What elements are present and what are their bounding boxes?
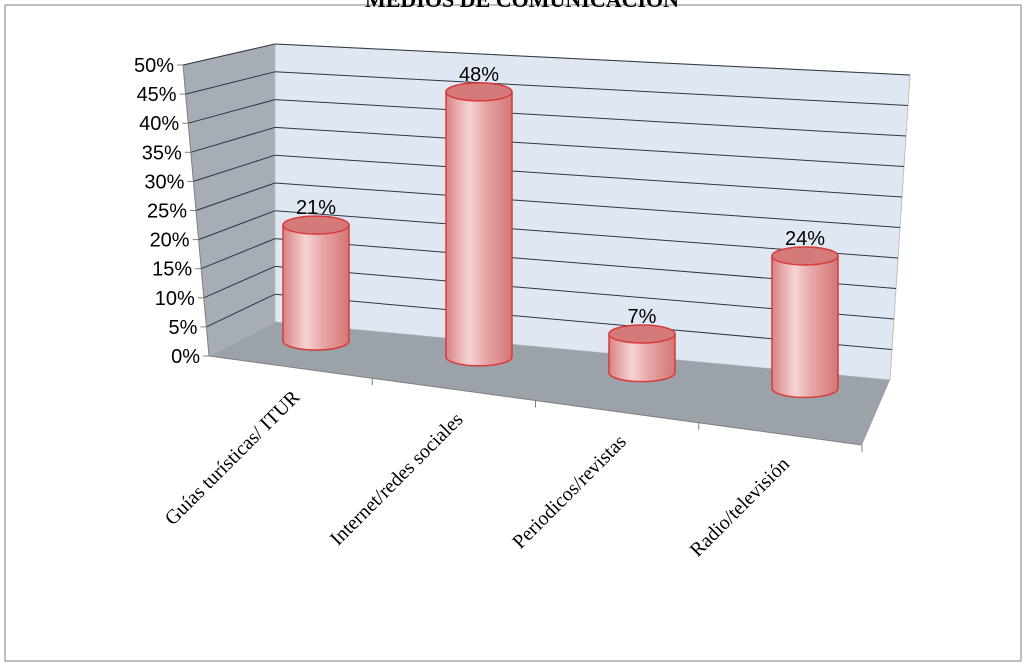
data-label: 24% [785, 228, 825, 250]
back-gridline [274, 71, 909, 106]
bar-top [445, 82, 513, 102]
y-axis-ticks: 0% 5% 10% 15% 20% 25% 30% 35% 40% 45% 50% [134, 55, 209, 368]
floor [209, 322, 890, 445]
bar-body [771, 255, 839, 399]
y-tick-label: 30% [144, 171, 184, 193]
bars [282, 82, 839, 399]
y-tick-label: 40% [139, 113, 179, 135]
back-gridline [274, 154, 903, 198]
data-label: 48% [459, 64, 499, 86]
side-wall [183, 44, 275, 356]
side-gridline [201, 238, 276, 270]
back-gridline [274, 126, 905, 167]
side-gridline [203, 265, 276, 299]
chart-title: MEDIOS DE COMUNICACIÓN [365, 0, 679, 12]
side-gridline [188, 99, 276, 124]
bar-top [608, 324, 676, 344]
bar-top [771, 246, 839, 266]
y-tick-label: 25% [147, 201, 187, 223]
back-gridline [274, 99, 907, 137]
bar-body [608, 333, 676, 383]
bar-body [445, 91, 513, 367]
side-gridline [193, 154, 276, 182]
y-tick-label: 10% [155, 288, 195, 310]
side-gridline [198, 210, 276, 241]
y-tick-label: 0% [171, 346, 200, 368]
side-gridline [195, 182, 276, 211]
bar-body [282, 224, 350, 351]
side-gridline [185, 71, 276, 95]
side-gridline [182, 43, 276, 66]
y-tick-label: 5% [168, 317, 197, 339]
y-tick-label: 15% [152, 259, 192, 281]
bar-top [282, 215, 350, 235]
y-tick-label: 45% [137, 84, 177, 106]
data-labels: 21% 48% 7% 24% [296, 64, 825, 328]
back-gridline [274, 43, 911, 76]
data-label: 21% [296, 197, 336, 219]
y-tick-label: 50% [134, 55, 174, 77]
side-gridline [190, 126, 276, 153]
side-gridline [206, 293, 276, 328]
y-tick-label: 20% [150, 230, 190, 252]
data-label: 7% [628, 306, 657, 328]
back-gridline [274, 182, 901, 228]
y-tick-label: 35% [142, 142, 182, 164]
